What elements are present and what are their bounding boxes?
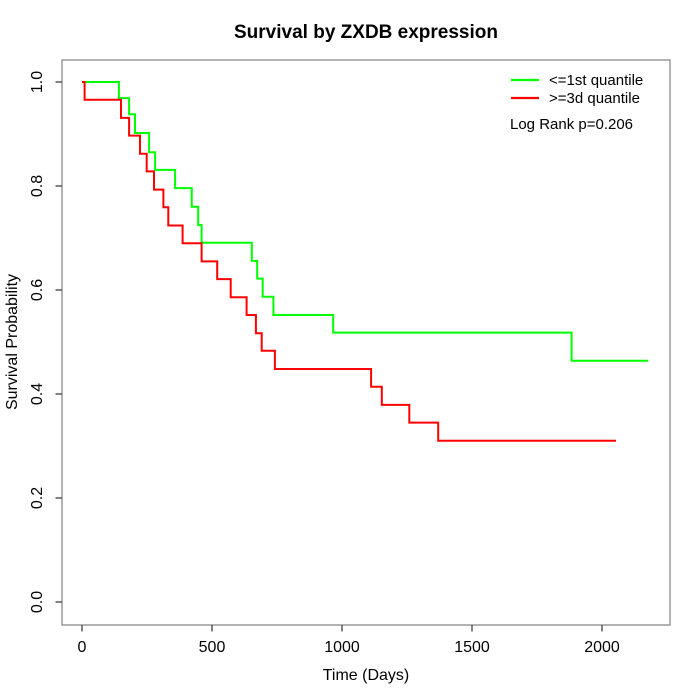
x-tick-label: 2000: [584, 639, 620, 656]
y-tick-label: 0.4: [29, 383, 46, 405]
y-tick-label: 0.8: [29, 175, 46, 197]
legend: <=1st quantile >=3d quantile Log Rank p=…: [510, 72, 643, 133]
km-curve: [82, 81, 649, 362]
plot-box: [61, 59, 671, 626]
survival-curves: [82, 81, 649, 442]
x-tick-label: 1500: [454, 639, 490, 656]
y-tick-label: 0.2: [29, 487, 46, 509]
y-tick-label: 0.6: [29, 279, 46, 301]
y-axis-title: Survival Probability: [4, 274, 21, 410]
y-tick-label: 0.0: [29, 591, 46, 613]
y-tick-label: 1.0: [29, 71, 46, 93]
km-curve: [82, 81, 616, 442]
x-tick-label: 1000: [324, 639, 360, 656]
log-rank-annotation: Log Rank p=0.206: [510, 116, 633, 133]
x-tick-label: 500: [199, 639, 226, 656]
x-axis-ticks: 0 500 1000 1500 2000: [78, 625, 620, 656]
chart-title: Survival by ZXDB expression: [234, 22, 498, 43]
legend-label-red: >=3d quantile: [549, 90, 640, 107]
y-axis-ticks: 0.0 0.2 0.4 0.6 0.8 1.0: [29, 71, 62, 613]
x-axis-title: Time (Days): [323, 667, 410, 684]
x-tick-label: 0: [78, 639, 87, 656]
legend-label-green: <=1st quantile: [549, 72, 643, 89]
